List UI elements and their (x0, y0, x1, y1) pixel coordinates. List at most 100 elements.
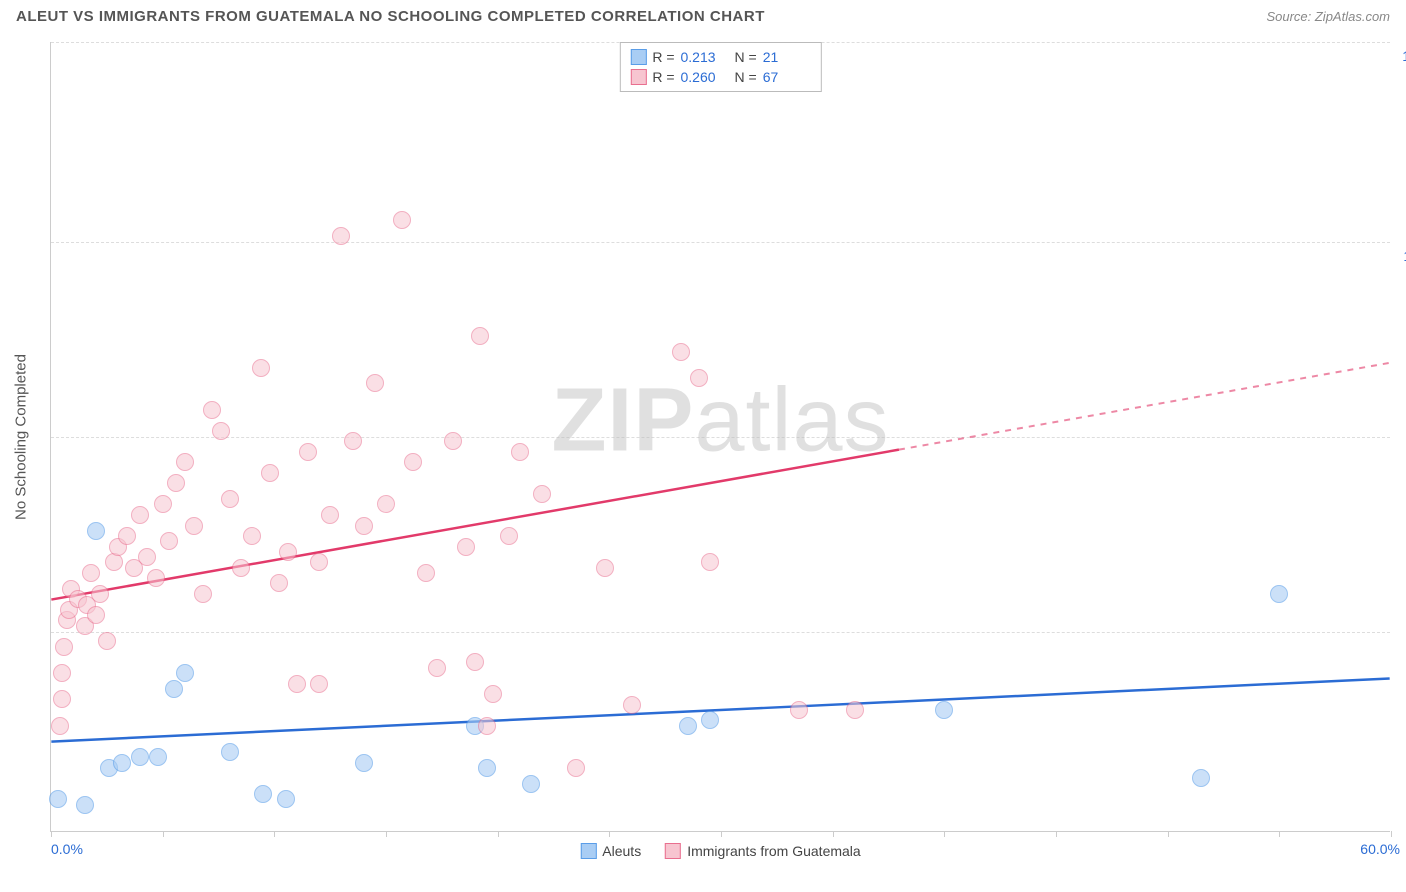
data-point-series-1 (790, 701, 808, 719)
data-point-series-0 (176, 664, 194, 682)
data-point-series-0 (522, 775, 540, 793)
data-point-series-1 (428, 659, 446, 677)
data-point-series-0 (277, 790, 295, 808)
data-point-series-1 (105, 553, 123, 571)
swatch-bottom-1 (665, 843, 681, 859)
data-point-series-1 (310, 675, 328, 693)
data-point-series-1 (344, 432, 362, 450)
data-point-series-1 (417, 564, 435, 582)
x-tick (1391, 831, 1392, 837)
data-point-series-1 (138, 548, 156, 566)
x-tick (833, 831, 834, 837)
data-point-series-1 (270, 574, 288, 592)
data-point-series-1 (511, 443, 529, 461)
data-point-series-1 (299, 443, 317, 461)
chart-plot-area: No Schooling Completed 3.8%7.5%11.2%15.0… (50, 42, 1390, 832)
data-point-series-1 (332, 227, 350, 245)
watermark: ZIPatlas (551, 369, 889, 472)
legend-row-0: R = 0.213 N = 21 (630, 47, 810, 67)
data-point-series-1 (53, 664, 71, 682)
legend-label-1: Immigrants from Guatemala (687, 843, 861, 859)
x-tick (163, 831, 164, 837)
data-point-series-1 (243, 527, 261, 545)
data-point-series-1 (310, 553, 328, 571)
x-tick (609, 831, 610, 837)
data-point-series-1 (154, 495, 172, 513)
data-point-series-1 (500, 527, 518, 545)
source-label: Source: ZipAtlas.com (1266, 9, 1390, 24)
r-value-0: 0.213 (681, 49, 729, 65)
data-point-series-1 (484, 685, 502, 703)
data-point-series-1 (404, 453, 422, 471)
data-point-series-1 (147, 569, 165, 587)
data-point-series-1 (185, 517, 203, 535)
r-value-1: 0.260 (681, 69, 729, 85)
y-tick-label: 15.0% (1402, 48, 1406, 64)
data-point-series-0 (935, 701, 953, 719)
data-point-series-1 (232, 559, 250, 577)
data-point-series-1 (366, 374, 384, 392)
x-tick (498, 831, 499, 837)
x-tick (51, 831, 52, 837)
data-point-series-0 (165, 680, 183, 698)
data-point-series-1 (846, 701, 864, 719)
data-point-series-1 (690, 369, 708, 387)
watermark-bold: ZIP (551, 370, 694, 470)
data-point-series-1 (55, 638, 73, 656)
series-legend: Aleuts Immigrants from Guatemala (580, 843, 860, 859)
data-point-series-1 (701, 553, 719, 571)
data-point-series-1 (51, 717, 69, 735)
grid-line (51, 437, 1390, 438)
data-point-series-0 (679, 717, 697, 735)
data-point-series-1 (118, 527, 136, 545)
grid-line (51, 242, 1390, 243)
data-point-series-1 (87, 606, 105, 624)
data-point-series-1 (91, 585, 109, 603)
swatch-bottom-0 (580, 843, 596, 859)
data-point-series-1 (160, 532, 178, 550)
data-point-series-0 (1192, 769, 1210, 787)
chart-title: ALEUT VS IMMIGRANTS FROM GUATEMALA NO SC… (16, 8, 765, 25)
x-tick (274, 831, 275, 837)
data-point-series-1 (533, 485, 551, 503)
correlation-legend: R = 0.213 N = 21 R = 0.260 N = 67 (619, 42, 821, 92)
r-label: R = (652, 69, 674, 85)
data-point-series-1 (176, 453, 194, 471)
data-point-series-0 (149, 748, 167, 766)
data-point-series-1 (203, 401, 221, 419)
legend-item-0: Aleuts (580, 843, 641, 859)
swatch-series-0 (630, 49, 646, 65)
data-point-series-1 (478, 717, 496, 735)
data-point-series-0 (254, 785, 272, 803)
data-point-series-1 (252, 359, 270, 377)
n-label: N = (735, 69, 757, 85)
data-point-series-1 (261, 464, 279, 482)
x-tick (1056, 831, 1057, 837)
data-point-series-0 (87, 522, 105, 540)
data-point-series-1 (457, 538, 475, 556)
n-value-0: 21 (763, 49, 811, 65)
legend-row-1: R = 0.260 N = 67 (630, 67, 810, 87)
data-point-series-1 (321, 506, 339, 524)
n-value-1: 67 (763, 69, 811, 85)
data-point-series-1 (194, 585, 212, 603)
data-point-series-1 (355, 517, 373, 535)
data-point-series-1 (377, 495, 395, 513)
swatch-series-1 (630, 69, 646, 85)
data-point-series-0 (701, 711, 719, 729)
x-tick (1279, 831, 1280, 837)
data-point-series-1 (466, 653, 484, 671)
data-point-series-0 (221, 743, 239, 761)
data-point-series-1 (288, 675, 306, 693)
x-tick (1168, 831, 1169, 837)
data-point-series-1 (279, 543, 297, 561)
data-point-series-0 (76, 796, 94, 814)
x-axis-max-label: 60.0% (1360, 841, 1400, 857)
data-point-series-1 (53, 690, 71, 708)
legend-item-1: Immigrants from Guatemala (665, 843, 861, 859)
data-point-series-1 (596, 559, 614, 577)
r-label: R = (652, 49, 674, 65)
data-point-series-0 (1270, 585, 1288, 603)
data-point-series-1 (212, 422, 230, 440)
data-point-series-0 (49, 790, 67, 808)
